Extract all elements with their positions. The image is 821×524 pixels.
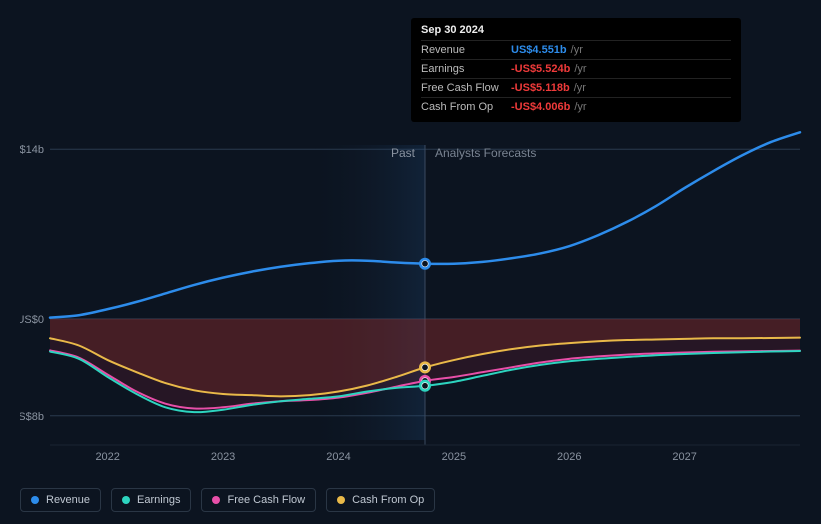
- tooltip-metric-suffix: /yr: [574, 63, 586, 75]
- chart-legend: Revenue Earnings Free Cash Flow Cash From O…: [20, 488, 435, 512]
- tooltip-metric-value: -US$5.524b: [511, 63, 570, 75]
- tooltip-metric-label: Free Cash Flow: [421, 82, 511, 94]
- x-axis-label: 2026: [557, 451, 581, 463]
- tooltip-metric-suffix: /yr: [574, 82, 586, 94]
- legend-dot-icon: [337, 496, 345, 504]
- legend-label: Free Cash Flow: [227, 494, 305, 506]
- y-axis-label: US$14b: [20, 144, 44, 156]
- legend-dot-icon: [122, 496, 130, 504]
- legend-dot-icon: [212, 496, 220, 504]
- tooltip-date: Sep 30 2024: [421, 24, 731, 36]
- tooltip-row: Free Cash Flow-US$5.118b/yr: [421, 78, 731, 97]
- tooltip-metric-suffix: /yr: [571, 44, 583, 56]
- x-axis-label: 2027: [672, 451, 696, 463]
- tooltip-metric-value: -US$5.118b: [511, 82, 570, 94]
- tooltip-metric-value: -US$4.006b: [511, 101, 570, 113]
- y-axis-label: US$0: [20, 314, 44, 326]
- legend-item-earnings[interactable]: Earnings: [111, 488, 191, 512]
- legend-item-cash-from-op[interactable]: Cash From Op: [326, 488, 435, 512]
- tooltip-metric-value: US$4.551b: [511, 44, 567, 56]
- past-label: Past: [391, 146, 416, 160]
- tooltip-metric-label: Earnings: [421, 63, 511, 75]
- tooltip-row: Earnings-US$5.524b/yr: [421, 59, 731, 78]
- tooltip-row: RevenueUS$4.551b/yr: [421, 40, 731, 59]
- legend-label: Cash From Op: [352, 494, 424, 506]
- forecasts-label: Analysts Forecasts: [435, 146, 536, 160]
- legend-item-free-cash-flow[interactable]: Free Cash Flow: [201, 488, 316, 512]
- x-axis-label: 2025: [442, 451, 466, 463]
- x-axis-label: 2023: [211, 451, 235, 463]
- tooltip-metric-label: Revenue: [421, 44, 511, 56]
- legend-item-revenue[interactable]: Revenue: [20, 488, 101, 512]
- tooltip-row: Cash From Op-US$4.006b/yr: [421, 97, 731, 116]
- legend-label: Earnings: [137, 494, 180, 506]
- legend-dot-icon: [31, 496, 39, 504]
- legend-label: Revenue: [46, 494, 90, 506]
- x-axis-label: 2024: [326, 451, 350, 463]
- tooltip-metric-label: Cash From Op: [421, 101, 511, 113]
- tooltip-metric-suffix: /yr: [574, 101, 586, 113]
- y-axis-label: -US$8b: [20, 411, 44, 423]
- chart-tooltip: Sep 30 2024 RevenueUS$4.551b/yrEarnings-…: [411, 18, 741, 122]
- x-axis-label: 2022: [95, 451, 119, 463]
